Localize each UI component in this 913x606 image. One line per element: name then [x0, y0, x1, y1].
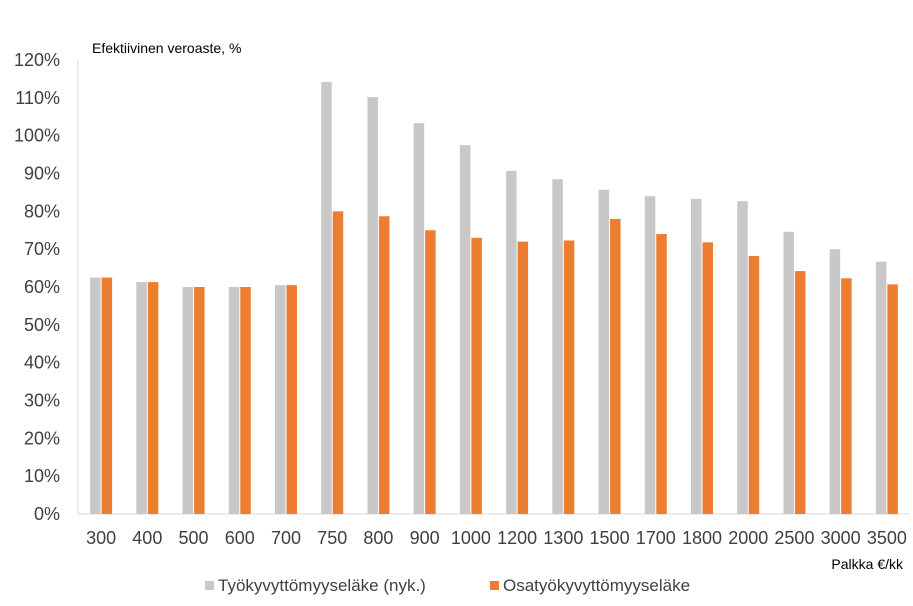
y-tick-label: 120%	[14, 50, 60, 70]
x-tick-label: 500	[179, 528, 209, 548]
bars	[90, 81, 898, 515]
y-tick-labels: 0% 10% 20% 30% 40% 50% 60% 70% 80% 90% 100% 110% 120…	[14, 50, 60, 524]
bar-osatyokyvyttomyyselake-1200	[517, 241, 529, 514]
bar-tyokyvyttomyyselake-1500	[598, 189, 610, 515]
x-tick-label: 300	[86, 528, 116, 548]
bar-osatyokyvyttomyyselake-800	[378, 216, 390, 515]
bar-osatyokyvyttomyyselake-3000	[841, 278, 852, 514]
bar-osatyokyvyttomyyselake-900	[425, 230, 436, 514]
bar-tyokyvyttomyyselake-3000	[829, 249, 841, 514]
axes	[77, 60, 910, 515]
bar-osatyokyvyttomyyselake-3500	[887, 284, 898, 514]
y-tick-label: 0%	[34, 504, 60, 524]
legend-swatch	[205, 581, 214, 590]
bar-tyokyvyttomyyselake-800	[367, 97, 378, 515]
x-tick-label: 800	[363, 528, 393, 548]
bar-tyokyvyttomyyselake-1800	[691, 198, 702, 514]
bar-osatyokyvyttomyyselake-1300	[563, 240, 575, 514]
bar-osatyokyvyttomyyselake-600	[240, 287, 251, 514]
x-tick-label: 900	[410, 528, 440, 548]
x-tick-label: 1300	[543, 528, 583, 548]
x-tick-label: 700	[271, 528, 301, 548]
legend-label: Työkyvyttömyyseläke (nyk.)	[218, 576, 426, 595]
legend-swatch	[490, 581, 499, 590]
bar-tyokyvyttomyyselake-1200	[506, 170, 517, 514]
x-tick-label: 1500	[590, 528, 630, 548]
x-tick-label: 2000	[728, 528, 768, 548]
x-tick-label: 3500	[867, 528, 907, 548]
y-tick-label: 80%	[24, 201, 60, 221]
x-tick-label: 3000	[821, 528, 861, 548]
bar-tyokyvyttomyyselake-1300	[552, 179, 563, 515]
x-tick-label: 600	[225, 528, 255, 548]
bar-tyokyvyttomyyselake-3500	[875, 261, 887, 514]
bar-tyokyvyttomyyselake-700	[275, 285, 286, 514]
bar-tyokyvyttomyyselake-2500	[783, 231, 794, 514]
x-axis-title: Palkka €/kk	[831, 556, 904, 572]
x-tick-label: 1000	[451, 528, 491, 548]
bar-osatyokyvyttomyyselake-750	[332, 211, 344, 515]
bar-tyokyvyttomyyselake-500	[182, 287, 194, 514]
x-tick-label: 2500	[774, 528, 814, 548]
bar-tyokyvyttomyyselake-400	[136, 282, 147, 514]
x-tick-label: 1800	[682, 528, 722, 548]
bar-osatyokyvyttomyyselake-400	[147, 282, 159, 514]
y-tick-label: 70%	[24, 239, 60, 259]
bar-osatyokyvyttomyyselake-1500	[610, 218, 621, 514]
y-tick-label: 10%	[24, 466, 60, 486]
bar-osatyokyvyttomyyselake-1800	[702, 242, 713, 514]
bar-osatyokyvyttomyyselake-1700	[656, 234, 667, 515]
bar-tyokyvyttomyyselake-1700	[644, 196, 656, 514]
bar-tyokyvyttomyyselake-300	[90, 277, 101, 514]
x-tick-label: 750	[317, 528, 347, 548]
bar-tyokyvyttomyyselake-750	[321, 81, 332, 515]
y-tick-label: 100%	[14, 126, 60, 146]
x-tick-label: 1200	[497, 528, 537, 548]
y-tick-label: 90%	[24, 164, 60, 184]
legend-label: Osatyökyvyttömyyseläke	[503, 576, 690, 595]
bar-osatyokyvyttomyyselake-500	[194, 287, 205, 514]
y-tick-label: 20%	[24, 428, 60, 448]
bar-osatyokyvyttomyyselake-1000	[471, 237, 482, 515]
x-tick-labels: 300 400 500 600 700 750 800 900 1000 1200 1300 1500…	[86, 528, 907, 548]
bar-tyokyvyttomyyselake-2000	[737, 201, 748, 514]
x-tick-label: 1700	[636, 528, 676, 548]
bar-osatyokyvyttomyyselake-700	[286, 285, 297, 514]
y-axis-title: Efektiivinen veroaste, %	[92, 40, 241, 56]
x-tick-label: 400	[132, 528, 162, 548]
y-tick-label: 50%	[24, 315, 60, 335]
y-tick-label: 40%	[24, 353, 60, 373]
y-tick-label: 60%	[24, 277, 60, 297]
legend: Työkyvyttömyyseläke (nyk.) Osatyökyvyttöm…	[205, 576, 690, 595]
bar-osatyokyvyttomyyselake-300	[101, 277, 113, 514]
bar-osatyokyvyttomyyselake-2500	[794, 271, 806, 514]
bar-osatyokyvyttomyyselake-2000	[748, 255, 760, 514]
y-tick-label: 110%	[15, 88, 60, 108]
bar-tyokyvyttomyyselake-600	[228, 287, 240, 514]
y-tick-label: 30%	[24, 391, 60, 411]
bar-tyokyvyttomyyselake-900	[413, 123, 425, 514]
bar-tyokyvyttomyyselake-1000	[459, 145, 471, 514]
